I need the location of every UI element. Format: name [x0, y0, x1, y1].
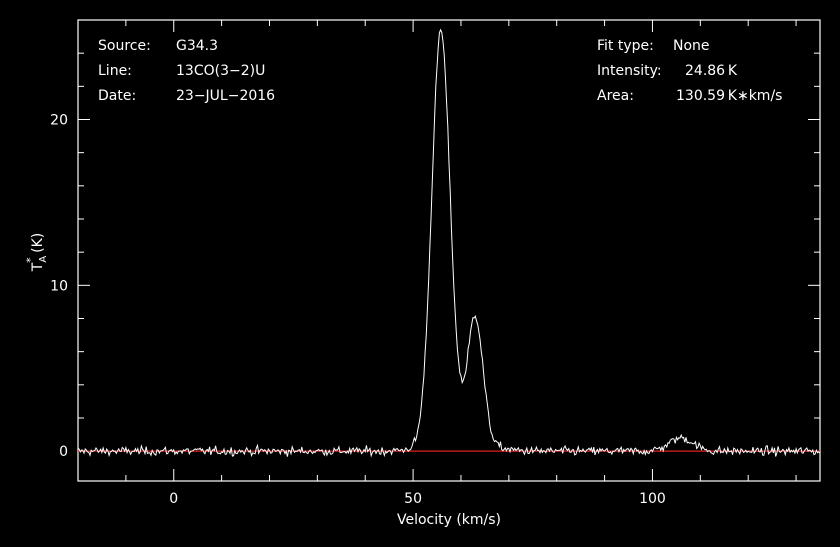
intensity-value: 24.86 K [685, 63, 738, 79]
fit-type-value: None [673, 38, 710, 54]
source-value: G34.3 [176, 38, 218, 54]
y-axis-label-sup: * [24, 257, 37, 263]
fit-type-label: Fit type: [597, 38, 654, 54]
svg-text:TA* (K): TA* (K) [24, 233, 49, 272]
y-tick-label: 0 [59, 444, 68, 460]
y-axis-label-main: T [30, 262, 46, 272]
plot-frame [77, 19, 821, 482]
y-axis-label-unit: (K) [30, 233, 46, 258]
x-tick-label: 100 [639, 491, 666, 507]
date-label: Date: [98, 88, 136, 104]
x-tick-label: 0 [169, 491, 178, 507]
intensity-label: Intensity: [597, 63, 662, 79]
area-label: Area: [597, 88, 634, 104]
y-axis-label: TA* (K) [24, 233, 49, 272]
date-value: 23−JUL−2016 [176, 88, 275, 104]
x-tick-label: 50 [404, 491, 422, 507]
axis-ticks [77, 19, 820, 481]
axis-tick-labels: 0 50 100 0 10 20 [50, 112, 666, 507]
line-value: 13CO(3−2)U [176, 63, 265, 79]
y-tick-label: 20 [50, 112, 68, 128]
area-value: 130.59 K∗km/s [676, 88, 782, 104]
x-axis-label: Velocity (km/s) [397, 512, 501, 528]
y-axis-label-sub: A [38, 256, 49, 263]
y-tick-label: 10 [50, 278, 68, 294]
source-label: Source: [98, 38, 151, 54]
line-label: Line: [98, 63, 132, 79]
spectrum-line [77, 28, 821, 458]
